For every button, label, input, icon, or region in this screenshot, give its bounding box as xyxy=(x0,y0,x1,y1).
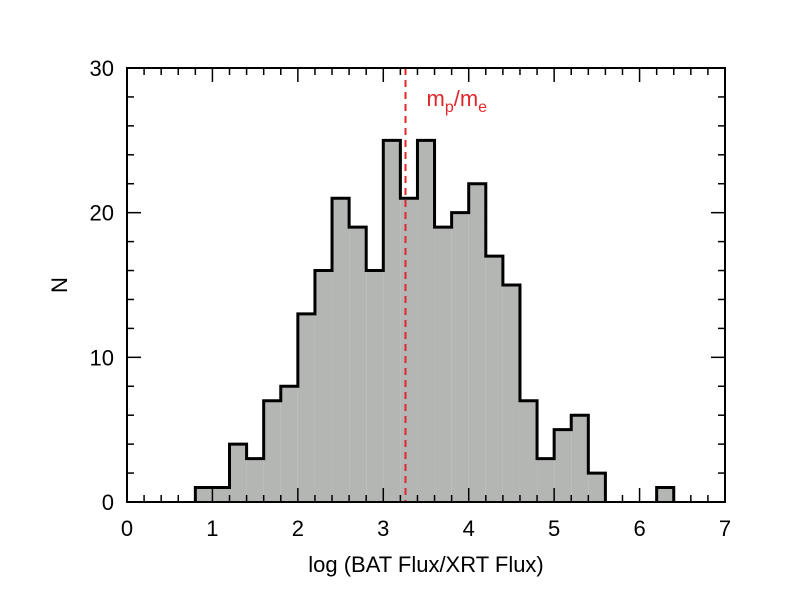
histogram-bar xyxy=(332,198,350,502)
x-tick-label: 0 xyxy=(121,516,133,541)
reference-line-label: mp/me xyxy=(426,86,487,116)
x-tick-label: 6 xyxy=(633,516,645,541)
histogram-bar xyxy=(212,487,230,502)
x-tick-label: 2 xyxy=(292,516,304,541)
histogram-bar xyxy=(502,285,520,502)
histogram-bar xyxy=(195,487,213,502)
x-tick-label: 4 xyxy=(463,516,475,541)
histogram-bar xyxy=(451,212,469,502)
y-axis-label: N xyxy=(47,277,72,293)
x-tick-label: 5 xyxy=(548,516,560,541)
histogram-bar xyxy=(280,386,298,502)
histogram-bars xyxy=(195,140,674,503)
x-tick-label: 7 xyxy=(719,516,731,541)
histogram-bar xyxy=(366,270,384,502)
histogram-bar xyxy=(554,429,572,502)
histogram-bar xyxy=(314,270,333,502)
ref-label-p: p xyxy=(445,99,454,116)
y-tick-label: 10 xyxy=(90,345,114,370)
y-tick-label: 20 xyxy=(90,201,114,226)
y-tick-labels: 0 10 20 30 xyxy=(90,56,114,515)
histogram-bar xyxy=(588,473,606,502)
histogram-outline xyxy=(193,138,676,502)
histogram-bar xyxy=(434,227,452,502)
histogram-bar xyxy=(537,458,555,502)
y-tick-label: 30 xyxy=(90,56,114,81)
histogram-bar xyxy=(417,140,435,503)
histogram-bar xyxy=(263,400,281,502)
histogram-bar xyxy=(485,256,503,502)
histogram-bar xyxy=(519,400,538,502)
histogram-bar xyxy=(246,458,264,502)
x-tick-labels: 0 1 2 3 4 5 6 7 xyxy=(121,516,731,541)
ref-label-m: m xyxy=(426,86,444,111)
histogram-bar xyxy=(383,140,401,503)
histogram-bar xyxy=(656,487,674,502)
x-tick-label: 3 xyxy=(377,516,389,541)
histogram-bar xyxy=(297,313,315,502)
ref-label-slash: /m xyxy=(454,86,478,111)
plot-frame xyxy=(126,67,726,503)
histogram-bar xyxy=(571,415,589,502)
y-tick-label: 0 xyxy=(102,490,114,515)
x-axis-label: log (BAT Flux/XRT Flux) xyxy=(308,552,544,577)
histogram-bar xyxy=(229,444,247,502)
histogram-bar xyxy=(349,227,367,502)
axis-ticks xyxy=(126,67,726,503)
x-tick-label: 1 xyxy=(206,516,218,541)
histogram-bar xyxy=(468,183,486,502)
histogram-bar xyxy=(400,198,418,502)
ref-label-e: e xyxy=(478,99,487,116)
